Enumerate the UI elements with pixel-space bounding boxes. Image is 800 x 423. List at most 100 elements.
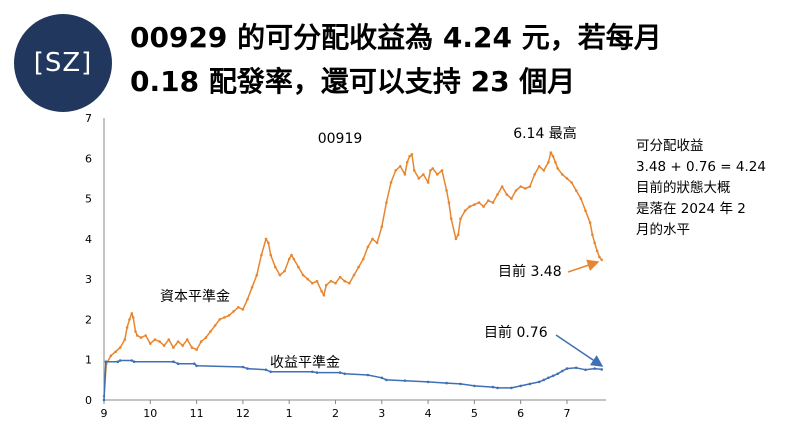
data-point: [158, 340, 161, 343]
data-point: [134, 330, 137, 333]
data-point: [593, 241, 596, 245]
data-point: [204, 336, 208, 339]
data-point: [496, 193, 499, 196]
title-line-2: 0.18 配發率，還可以支持 23 個月: [130, 65, 576, 98]
data-point: [556, 372, 559, 376]
data-point: [181, 344, 184, 347]
data-point: [322, 294, 326, 297]
data-point: [385, 378, 388, 382]
data-point: [118, 346, 122, 349]
data-point: [223, 316, 226, 319]
data-point: [167, 338, 171, 341]
data-point: [449, 217, 453, 220]
data-point: [232, 310, 235, 313]
data-point: [547, 376, 550, 380]
data-point: [311, 281, 314, 285]
data-point: [176, 362, 180, 366]
series-line-income: [103, 359, 602, 401]
data-point: [264, 368, 268, 372]
data-point: [547, 161, 550, 164]
side-note-line: 3.48 + 0.76 = 4.24: [636, 159, 766, 175]
data-point: [114, 350, 117, 354]
data-point: [417, 177, 421, 180]
data-point: [269, 370, 273, 374]
data-point: [130, 359, 134, 362]
data-point: [445, 189, 448, 192]
y-tick-label: 3: [85, 273, 92, 286]
data-point: [408, 155, 411, 158]
data-point: [153, 338, 157, 341]
data-point: [556, 167, 559, 170]
data-point: [574, 189, 578, 192]
logo-text: [SZ]: [33, 48, 93, 78]
y-tick-label: 5: [85, 193, 92, 206]
data-point: [375, 241, 379, 245]
data-point: [496, 386, 499, 390]
data-point: [162, 344, 166, 347]
data-point: [292, 257, 296, 261]
data-point: [514, 189, 518, 192]
data-point: [561, 173, 564, 176]
data-point: [343, 279, 347, 283]
data-point: [542, 378, 546, 382]
y-tick-label: 0: [85, 394, 92, 407]
series-label-income: 收益平準金: [270, 355, 340, 371]
data-point: [524, 187, 527, 190]
data-point: [149, 342, 152, 345]
data-point: [600, 258, 603, 262]
data-point: [104, 360, 108, 364]
data-point: [246, 298, 249, 301]
data-point: [600, 368, 603, 371]
data-point: [199, 340, 203, 343]
data-point: [357, 265, 360, 269]
data-point: [403, 173, 407, 176]
data-point: [343, 372, 347, 376]
data-point: [193, 362, 196, 366]
page-title: 00929 的可分配收益為 4.24 元，若每月 0.18 配發率，還可以支持 …: [130, 16, 790, 104]
data-point: [510, 386, 513, 390]
data-point: [459, 382, 462, 386]
data-point: [264, 237, 268, 241]
data-point: [102, 398, 106, 402]
annotation-arrow-income: [555, 334, 604, 367]
data-point: [584, 209, 587, 212]
x-tick-label: 11: [190, 407, 204, 420]
data-point: [429, 169, 432, 172]
data-point: [385, 201, 388, 204]
data-point: [338, 275, 342, 279]
data-point: [267, 241, 270, 245]
data-point: [123, 338, 127, 341]
data-point: [366, 245, 370, 249]
data-point: [287, 257, 291, 261]
data-point: [186, 338, 189, 341]
data-point: [144, 334, 147, 337]
data-point: [403, 379, 407, 383]
annotation-current-capital: 目前 3.48: [498, 263, 562, 280]
data-point: [477, 201, 481, 204]
data-point: [380, 376, 384, 380]
data-point: [473, 203, 476, 206]
data-point: [172, 346, 175, 349]
data-point: [505, 193, 509, 196]
data-point: [519, 384, 522, 388]
data-point: [500, 185, 504, 188]
data-point: [380, 225, 384, 229]
data-point: [491, 201, 495, 204]
data-point: [542, 169, 546, 172]
side-note-line: 可分配收益: [636, 138, 704, 154]
data-point: [195, 364, 198, 368]
data-point: [565, 367, 569, 370]
annotation-arrow-capital: [567, 259, 600, 273]
y-tick-label: 1: [85, 354, 92, 367]
side-note-line: 目前的狀態大概: [636, 180, 731, 196]
data-point: [306, 277, 310, 281]
data-point: [570, 181, 573, 184]
data-point: [301, 273, 305, 277]
data-point: [278, 273, 282, 277]
data-point: [118, 359, 122, 362]
data-point: [561, 369, 564, 373]
data-point: [482, 205, 485, 208]
data-point: [440, 169, 444, 172]
data-point: [241, 308, 245, 311]
